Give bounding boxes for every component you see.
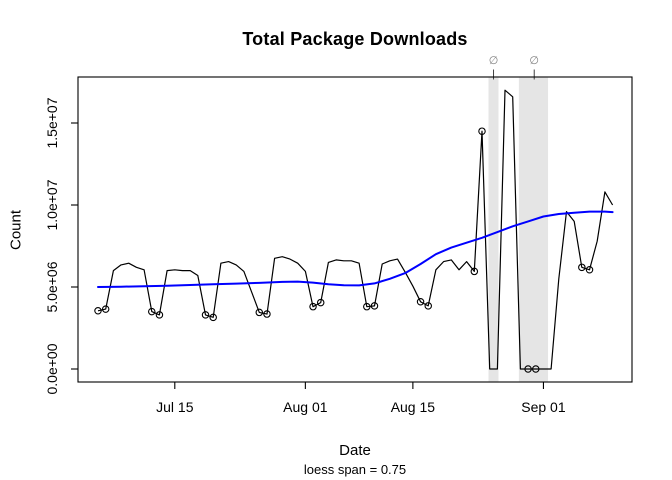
loess-smooth-line — [97, 210, 614, 288]
x-tick-label: Sep 01 — [521, 399, 566, 415]
weekend-point-marker — [101, 305, 110, 313]
weekend-point-marker — [470, 267, 479, 276]
downloads-series-line — [97, 89, 614, 370]
missing-data-band — [488, 77, 499, 382]
x-tick-label: Jul 15 — [156, 399, 194, 415]
missing-data-symbol: ∅ — [489, 55, 499, 67]
weekend-point-marker — [209, 313, 217, 322]
weekend-point-marker — [155, 311, 164, 319]
missing-data-symbol: ∅ — [529, 55, 539, 67]
y-tick-label: 1.5e+07 — [44, 97, 60, 149]
weekend-point-marker — [416, 298, 425, 306]
y-tick-label: 5.0e+06 — [44, 261, 60, 313]
weekend-point-marker — [94, 307, 102, 315]
weekend-point-marker — [255, 308, 264, 317]
weekend-point-marker — [201, 311, 210, 319]
chart-title: Total Package Downloads — [242, 29, 468, 49]
weekend-point-marker — [370, 302, 379, 310]
weekend-point-marker — [316, 298, 325, 307]
weekend-point-marker — [585, 266, 594, 274]
weekend-point-marker — [363, 302, 371, 311]
y-tick-label: 0.0e+00 — [44, 343, 60, 395]
weekend-point-marker — [478, 127, 486, 135]
x-axis-note: loess span = 0.75 — [303, 462, 407, 477]
weekend-point-marker — [263, 310, 271, 318]
x-axis-title: Date — [339, 442, 371, 459]
weekend-point-marker — [424, 302, 432, 310]
y-tick-label: 1.0e+07 — [44, 179, 60, 231]
weekend-point-marker — [532, 365, 540, 373]
weekend-point-marker — [524, 365, 532, 373]
weekend-point-marker — [578, 263, 586, 272]
weekend-point-marker — [309, 302, 317, 311]
weekend-point-marker — [148, 307, 156, 316]
x-tick-label: Aug 01 — [283, 399, 328, 415]
missing-data-band — [518, 77, 549, 382]
plot-box — [77, 76, 633, 383]
x-tick-label: Aug 15 — [390, 399, 436, 415]
